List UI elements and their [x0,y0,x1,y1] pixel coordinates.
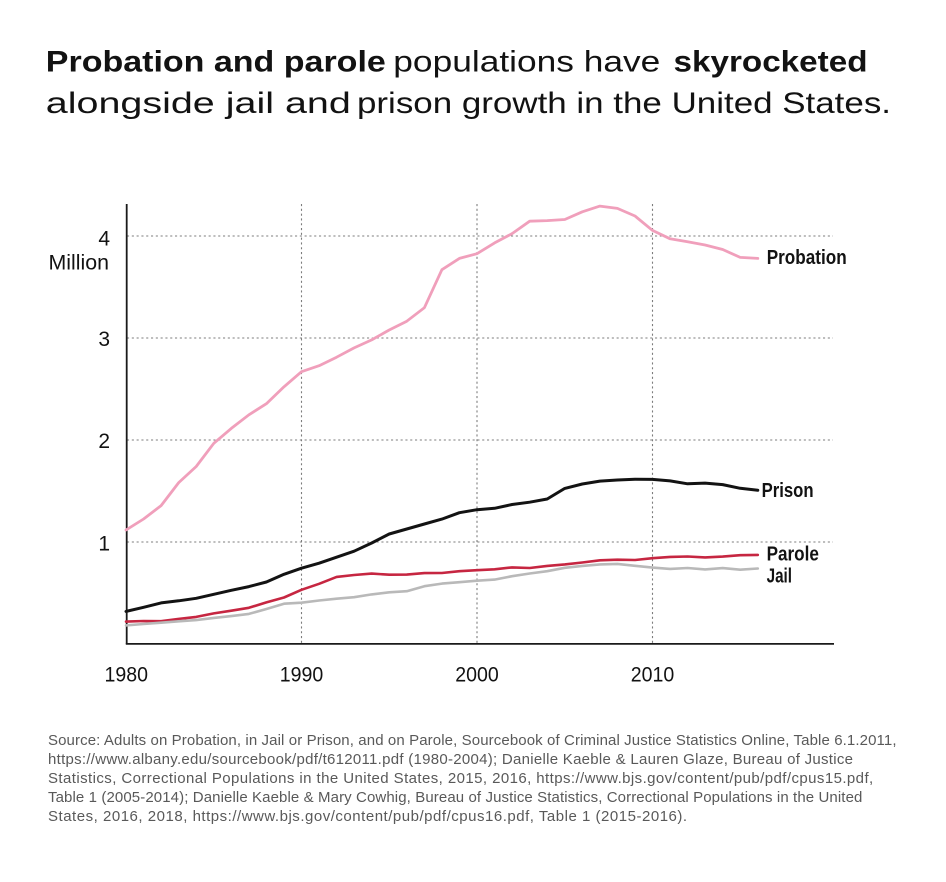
svg-text:Million: Million [49,251,110,274]
svg-text:prison growth in the United St: prison growth in the United States. [357,87,891,120]
svg-text:Probation: Probation [767,247,847,269]
svg-text:2010: 2010 [631,663,675,687]
svg-text:alongside jail and: alongside jail and [46,87,351,120]
svg-text:Jail: Jail [767,566,792,588]
svg-text:1990: 1990 [280,663,324,687]
svg-text:populations have: populations have [393,46,660,79]
svg-text:Prison: Prison [762,480,814,502]
svg-text:3: 3 [98,328,110,351]
svg-text:1: 1 [98,532,110,555]
svg-text:Parole: Parole [767,543,819,565]
svg-text:Probation and parole: Probation and parole [46,46,386,79]
svg-text:2000: 2000 [455,663,499,687]
svg-text:skyrocketed: skyrocketed [674,46,868,79]
svg-text:2: 2 [98,430,110,453]
svg-text:1980: 1980 [105,663,149,687]
svg-text:4: 4 [98,228,110,251]
